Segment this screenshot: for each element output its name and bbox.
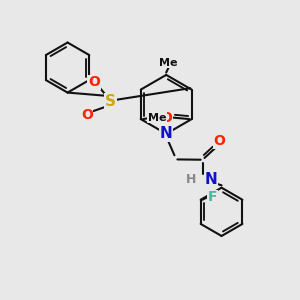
Text: O: O <box>88 75 100 89</box>
Text: Me: Me <box>159 58 178 68</box>
Text: O: O <box>81 108 93 122</box>
Text: Me: Me <box>148 112 166 123</box>
Text: O: O <box>161 111 172 124</box>
Text: N: N <box>160 126 172 141</box>
Text: S: S <box>105 94 116 109</box>
Text: F: F <box>208 190 217 204</box>
Text: H: H <box>185 173 196 186</box>
Text: O: O <box>213 134 225 148</box>
Text: N: N <box>205 172 217 187</box>
